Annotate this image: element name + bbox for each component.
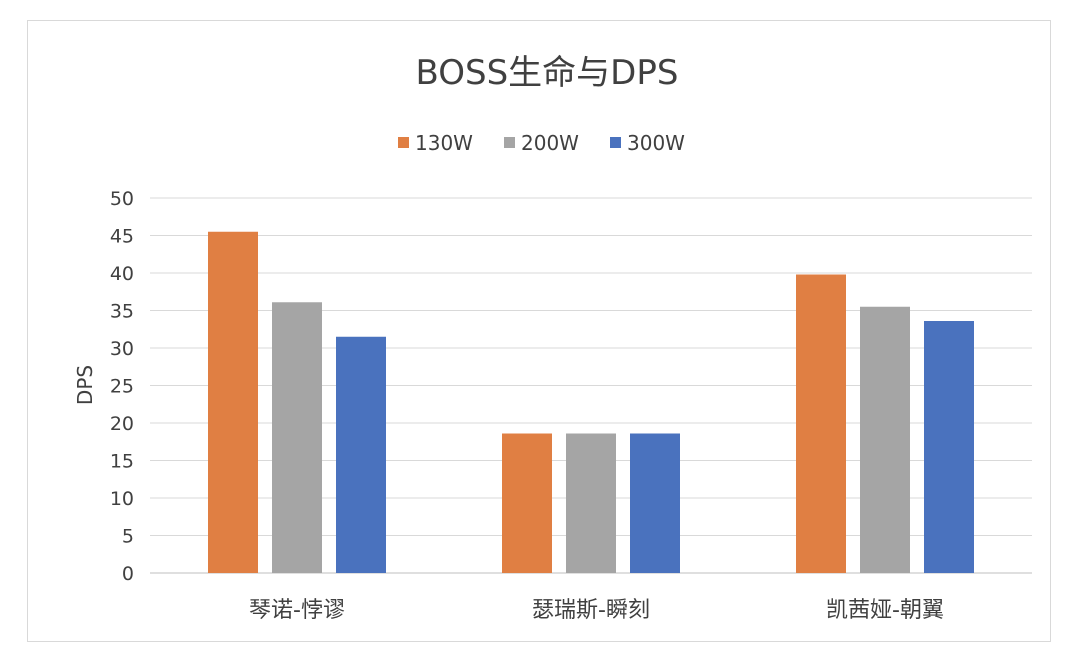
bar-130W-2	[796, 274, 846, 573]
legend: 130W 200W 300W	[398, 131, 685, 155]
x-category-label-1: 瑟瑞斯-瞬刻	[532, 598, 650, 623]
y-tick-label-20: 20	[110, 413, 134, 435]
legend-swatch-200W	[504, 137, 515, 148]
y-tick-label-5: 5	[122, 526, 134, 548]
bar-300W-1	[630, 433, 680, 573]
bar-200W-2	[860, 306, 910, 573]
legend-label-200W: 200W	[521, 131, 579, 155]
y-tick-label-30: 30	[110, 338, 134, 360]
y-tick-label-0: 0	[122, 563, 134, 585]
bar-130W-1	[502, 433, 552, 573]
y-tick-label-45: 45	[110, 226, 134, 248]
bars	[208, 231, 974, 573]
bar-300W-2	[924, 321, 974, 573]
y-tick-label-50: 50	[110, 188, 134, 210]
legend-label-300W: 300W	[627, 131, 685, 155]
y-axis-ticks: 0 5 10 15 20 25 30 35 40 45 50	[110, 188, 134, 585]
bar-130W-0	[208, 231, 258, 573]
bar-200W-0	[272, 302, 322, 573]
legend-label-130W: 130W	[415, 131, 473, 155]
y-tick-label-40: 40	[110, 263, 134, 285]
y-tick-label-35: 35	[110, 301, 134, 323]
y-tick-label-15: 15	[110, 451, 134, 473]
bar-200W-1	[566, 433, 616, 573]
chart-title: BOSS生命与DPS	[416, 53, 679, 93]
y-tick-label-25: 25	[110, 376, 134, 398]
y-tick-label-10: 10	[110, 488, 134, 510]
y-axis-label: DPS	[73, 365, 97, 405]
x-category-label-2: 凯茜娅-朝翼	[826, 598, 944, 623]
legend-swatch-300W	[610, 137, 621, 148]
x-axis-categories: 琴诺-悖谬 瑟瑞斯-瞬刻 凯茜娅-朝翼	[249, 598, 944, 623]
x-category-label-0: 琴诺-悖谬	[249, 598, 345, 623]
legend-swatch-130W	[398, 137, 409, 148]
bar-300W-0	[336, 336, 386, 573]
